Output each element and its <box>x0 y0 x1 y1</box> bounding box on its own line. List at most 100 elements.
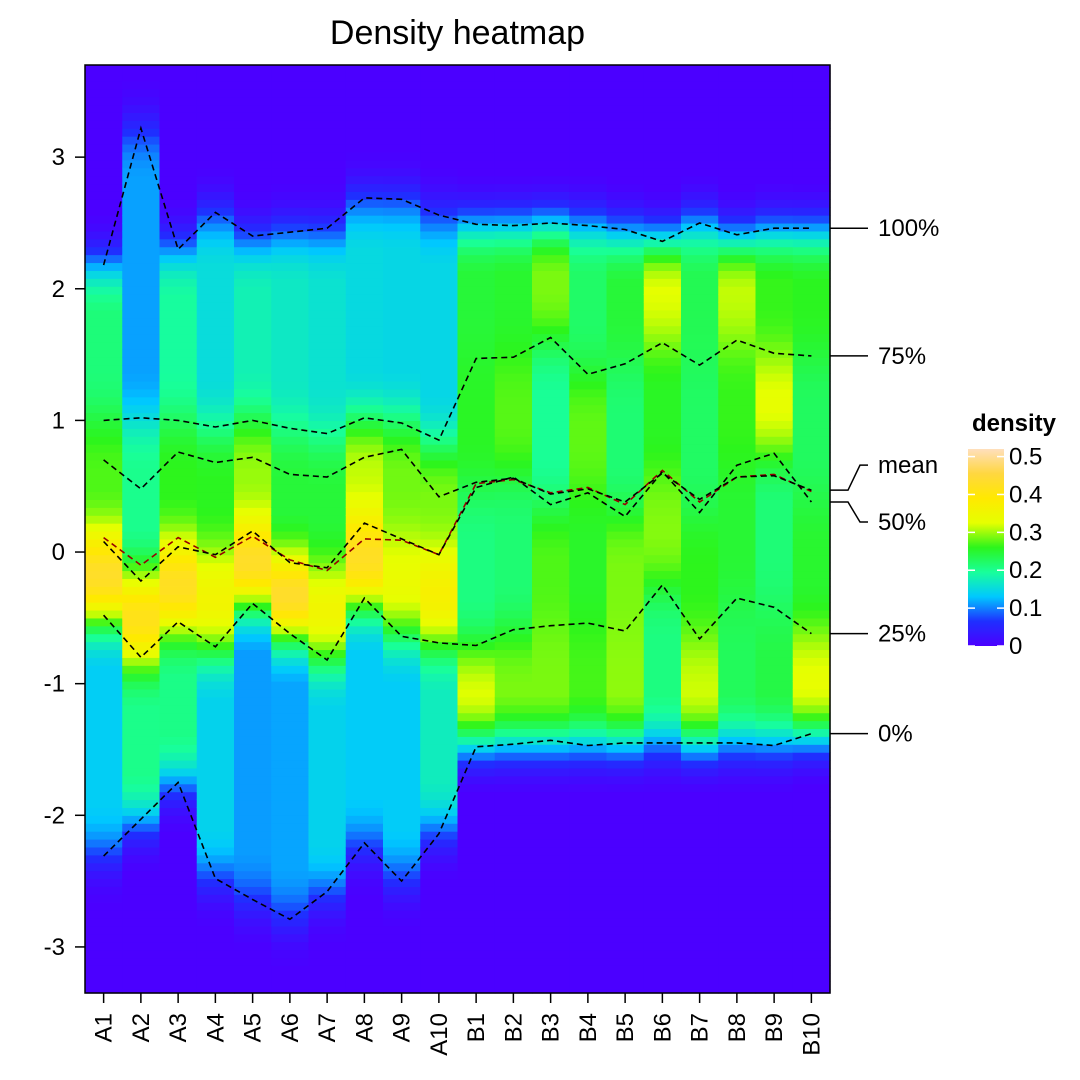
heatmap-cell <box>718 854 757 864</box>
heatmap-cell <box>457 104 496 113</box>
heatmap-cell <box>196 910 235 919</box>
heatmap-cell <box>457 183 496 192</box>
heatmap-cell <box>383 65 421 74</box>
heatmap-cell <box>420 633 459 643</box>
heatmap-cell <box>85 728 123 737</box>
heatmap-cell <box>383 523 421 532</box>
heatmap-cell <box>792 96 831 106</box>
heatmap-cell <box>159 760 198 769</box>
heatmap-cell <box>569 736 608 745</box>
heatmap-cell <box>718 823 757 832</box>
heatmap-cell <box>606 933 645 943</box>
heatmap-cell <box>755 483 794 493</box>
heatmap-cell <box>569 862 608 872</box>
heatmap-cell <box>792 562 831 572</box>
heatmap-cell <box>494 838 533 848</box>
quantile-label: 0% <box>878 721 913 748</box>
heatmap-cell <box>159 649 198 658</box>
heatmap-cell <box>122 546 161 556</box>
heatmap-cell <box>345 696 384 706</box>
heatmap-cell <box>792 222 831 232</box>
heatmap-cell <box>271 301 310 311</box>
heatmap-cell <box>234 88 272 98</box>
heatmap-cell <box>383 452 421 461</box>
heatmap-cell <box>420 294 459 303</box>
heatmap-cell <box>122 104 161 113</box>
heatmap-cell <box>308 941 347 951</box>
heatmap-cell <box>718 933 757 943</box>
heatmap-cell <box>569 657 608 666</box>
heatmap-cell <box>606 760 645 769</box>
heatmap-cell <box>494 767 533 777</box>
heatmap-cell <box>792 641 831 651</box>
heatmap-cell <box>569 459 608 469</box>
heatmap-cell <box>681 88 719 98</box>
heatmap-cell <box>196 120 235 129</box>
heatmap-cell <box>606 65 645 74</box>
heatmap-cell <box>494 649 533 658</box>
heatmap-cell <box>271 586 310 595</box>
heatmap-cell <box>718 104 757 113</box>
heatmap-cell <box>606 941 645 951</box>
heatmap-cell <box>196 973 235 982</box>
heatmap-cell <box>643 712 682 722</box>
heatmap-cell <box>420 712 459 722</box>
heatmap-cell <box>606 404 645 414</box>
heatmap-cell <box>420 183 459 192</box>
heatmap-cell <box>345 373 384 382</box>
heatmap-cell <box>532 712 570 722</box>
heatmap-cell <box>681 760 719 769</box>
heatmap-cell <box>196 609 235 619</box>
heatmap-cell <box>681 538 719 548</box>
heatmap-cell <box>308 712 347 722</box>
heatmap-cell <box>606 617 645 627</box>
heatmap-cell <box>457 775 496 785</box>
heatmap-cell <box>494 854 533 864</box>
heatmap-cell <box>457 136 496 145</box>
heatmap-cell <box>532 128 570 137</box>
heatmap-cell <box>532 562 570 572</box>
heatmap-cell <box>718 88 757 98</box>
heatmap-cell <box>457 507 496 516</box>
heatmap-cell <box>494 262 533 271</box>
heatmap-cell <box>643 72 682 82</box>
heatmap-cell <box>755 341 794 350</box>
heatmap-cell <box>85 831 123 840</box>
heatmap-cell <box>681 357 719 366</box>
plot-frame <box>84 64 831 994</box>
heatmap-cell <box>420 578 459 587</box>
heatmap-cell <box>755 617 794 627</box>
heatmap-cell <box>196 262 235 271</box>
heatmap-cell <box>383 333 421 343</box>
heatmap-cell <box>681 373 719 382</box>
heatmap-cell <box>159 712 198 722</box>
x-tick-label: B4 <box>575 1013 602 1042</box>
heatmap-cell <box>792 215 831 224</box>
heatmap-cell <box>271 183 310 192</box>
heatmap-cell <box>234 673 272 682</box>
heatmap-cell <box>494 594 533 603</box>
heatmap-cell <box>383 854 421 864</box>
heatmap-cell <box>569 128 608 137</box>
heatmap-cell <box>420 349 459 358</box>
heatmap-cell <box>85 388 123 398</box>
heatmap-cell <box>234 294 272 303</box>
heatmap-cell <box>345 230 384 240</box>
heatmap-cell <box>718 128 757 137</box>
heatmap-cell <box>196 278 235 287</box>
heatmap-cell <box>85 301 123 311</box>
heatmap-cell <box>718 681 757 690</box>
heatmap-cell <box>383 799 421 808</box>
heatmap-cell <box>681 286 719 295</box>
heatmap-cell <box>718 973 757 982</box>
heatmap-cell <box>718 838 757 848</box>
heatmap-cell <box>420 301 459 311</box>
heatmap-cell <box>85 199 123 208</box>
heatmap-cell <box>569 333 608 343</box>
heatmap-cell <box>234 96 272 106</box>
heatmap-cell <box>494 965 533 974</box>
heatmap-cell <box>718 365 757 374</box>
heatmap-cell <box>308 681 347 690</box>
heatmap-cell <box>755 602 794 611</box>
heatmap-cell <box>681 641 719 651</box>
